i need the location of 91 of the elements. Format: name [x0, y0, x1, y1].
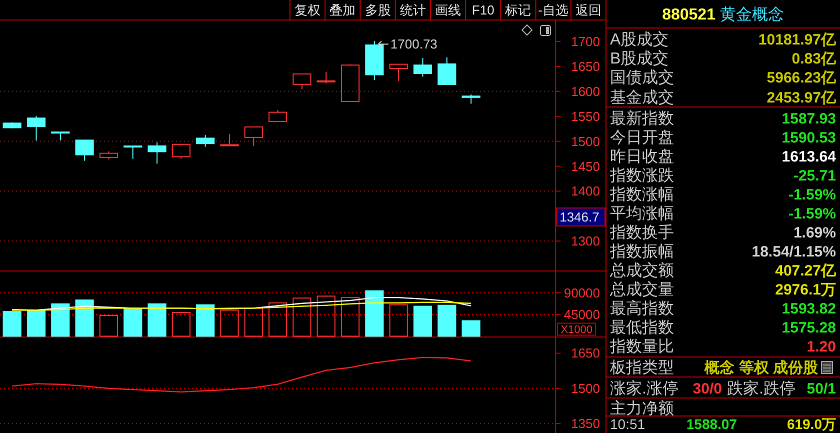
category-label: 跌家.跌停: [727, 380, 796, 398]
text: 880521 黄金概念: [662, 6, 784, 24]
category-label: 平均涨幅: [610, 204, 674, 223]
text: 1590.53: [782, 129, 836, 146]
y-tick-label: 1300: [571, 234, 600, 249]
text: -1.59%: [788, 205, 836, 222]
bar: [26, 310, 46, 337]
line-series: [11, 356, 472, 393]
y-tick-label: 1500: [571, 380, 600, 396]
text: -自选: [538, 2, 569, 18]
bar: [438, 304, 456, 337]
text: 1346.7: [560, 210, 600, 225]
bar: [462, 320, 480, 337]
text: 1587.93: [782, 110, 836, 128]
category-label: 最高指数: [610, 300, 674, 318]
bar: [365, 290, 384, 337]
y-tick-label: 1450: [571, 158, 600, 174]
text: 返回: [575, 2, 602, 18]
text: 概念 等权 成份股: [704, 359, 818, 376]
text: 统计: [400, 2, 426, 18]
text: -25.71: [793, 167, 836, 184]
text: F10: [472, 2, 494, 18]
bar: [340, 297, 360, 337]
category-label: 基金成交: [610, 88, 674, 107]
text: 5966.23亿: [766, 69, 836, 86]
bar: [99, 314, 118, 337]
bar: [389, 304, 408, 337]
category-label: 涨家.涨停: [610, 380, 678, 398]
y-tick-label: 1400: [571, 184, 600, 199]
text: 1593.82: [782, 300, 836, 318]
line-series: [11, 302, 472, 311]
text: 1588.07: [686, 416, 737, 432]
text: 2976.1万: [775, 281, 836, 298]
text: 0.83亿: [792, 50, 836, 68]
category-label: 国债成交: [610, 68, 674, 87]
category-label: 指数涨跌: [609, 166, 674, 185]
annotation: 1700.73: [390, 36, 438, 52]
text: X1000: [560, 324, 593, 336]
text: 1.69%: [793, 224, 836, 242]
text: 复权: [294, 2, 321, 18]
text: 619.0万: [786, 416, 836, 432]
category-label: 指数量比: [609, 338, 674, 356]
bar: [75, 299, 94, 337]
bar: [51, 303, 70, 337]
text: 1613.64: [782, 148, 836, 166]
y-tick-label: 1650: [571, 58, 600, 74]
bar: [268, 302, 288, 337]
text: 10181.97亿: [758, 31, 836, 48]
text: 画线: [435, 2, 461, 18]
text: 1575.28: [782, 319, 836, 336]
bar: [413, 306, 432, 337]
bar: [292, 298, 312, 337]
category-label: A股成交: [610, 30, 669, 49]
y-tick-label: 1550: [571, 108, 600, 124]
y-tick-label: 1700: [571, 34, 600, 50]
text: -1.59%: [788, 186, 836, 204]
category-label: 最新指数: [610, 110, 674, 128]
text: 50/1: [806, 380, 836, 398]
text: 多股: [364, 2, 391, 18]
bar: [220, 310, 239, 337]
category-label: B股成交: [610, 50, 669, 68]
text: 标记: [504, 2, 532, 18]
category-label: 主力净额: [610, 400, 674, 418]
text: 叠加: [330, 2, 356, 18]
category-label: 最低指数: [610, 318, 674, 337]
category-label: 指数涨幅: [609, 186, 674, 204]
category-label: 昨日收盘: [610, 148, 674, 166]
category-label: 板指类型: [609, 358, 674, 377]
text: 2453.97亿: [766, 89, 836, 106]
text: 30/0: [692, 380, 722, 398]
y-tick-label: 1500: [571, 134, 600, 149]
bar: [148, 303, 166, 337]
bar: [316, 296, 336, 337]
text: 1.20: [806, 338, 836, 356]
category-label: 指数振幅: [609, 242, 674, 261]
category-label: 今日开盘: [610, 130, 674, 147]
text: 407.27亿: [775, 262, 836, 280]
y-tick-label: 1350: [571, 416, 600, 432]
category-label: 指数换手: [609, 224, 674, 242]
text: 18.54/1.15%: [752, 243, 836, 260]
y-tick-label: 90000: [564, 285, 600, 300]
category-label: 总成交量: [609, 280, 674, 299]
y-tick-label: 1600: [571, 84, 600, 99]
bar: [172, 312, 190, 337]
y-tick-label: 45000: [564, 307, 600, 322]
bar: [124, 308, 142, 337]
category-label: 总成交额: [609, 262, 674, 280]
category-label: 10:51: [610, 416, 646, 432]
bar: [196, 304, 215, 337]
y-tick-label: 1650: [571, 346, 600, 361]
bar: [2, 311, 22, 337]
